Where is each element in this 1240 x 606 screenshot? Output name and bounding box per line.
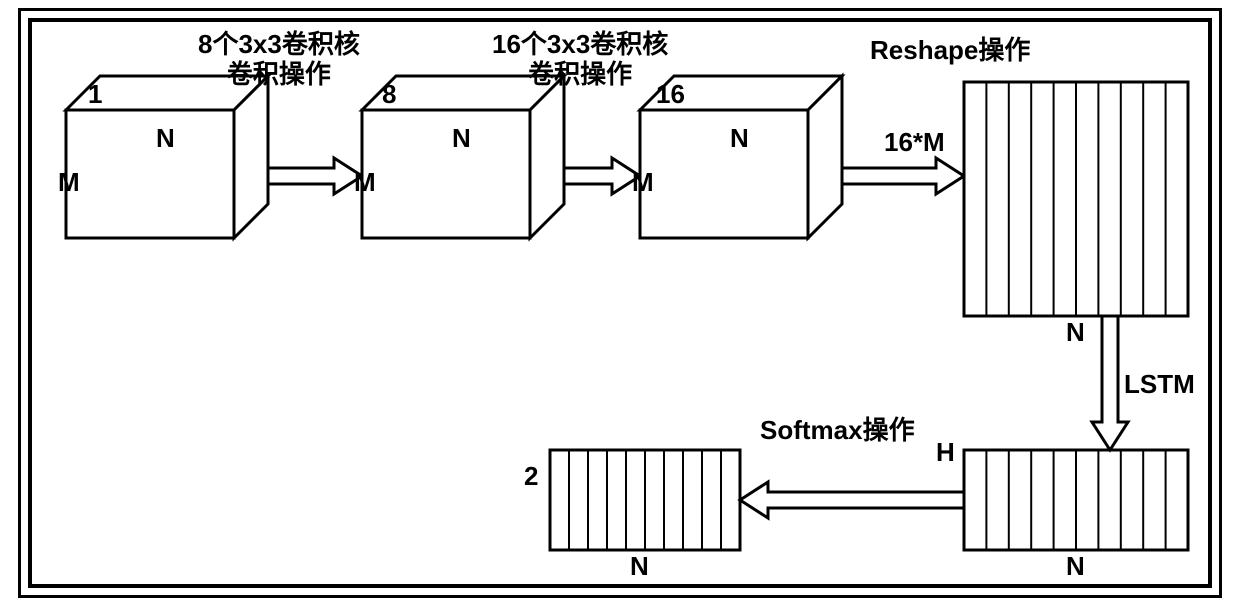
- rect-out-width: N: [630, 552, 649, 582]
- cube2-height: M: [354, 168, 376, 198]
- rect-mid-width: N: [1066, 552, 1085, 582]
- diagram-canvas: [0, 0, 1240, 606]
- lstm-label: LSTM: [1124, 370, 1195, 400]
- cube1-height: M: [58, 168, 80, 198]
- softmax-label: Softmax操作: [760, 416, 915, 446]
- rect-out-height: 2: [524, 462, 538, 492]
- cube3-depth: 16: [656, 80, 685, 110]
- rect-top-height: 16*M: [884, 128, 945, 158]
- cube2-depth: 8: [382, 80, 396, 110]
- cube1-width: N: [156, 124, 175, 154]
- cube2-width: N: [452, 124, 471, 154]
- cube3-width: N: [730, 124, 749, 154]
- conv2-label: 16个3x3卷积核 卷积操作: [492, 30, 668, 90]
- rect-mid-height: H: [936, 438, 955, 468]
- cube1-depth: 1: [88, 80, 102, 110]
- conv1-label: 8个3x3卷积核 卷积操作: [198, 30, 360, 90]
- cube3-height: M: [632, 168, 654, 198]
- rect-top-width: N: [1066, 318, 1085, 348]
- reshape-label: Reshape操作: [870, 36, 1030, 66]
